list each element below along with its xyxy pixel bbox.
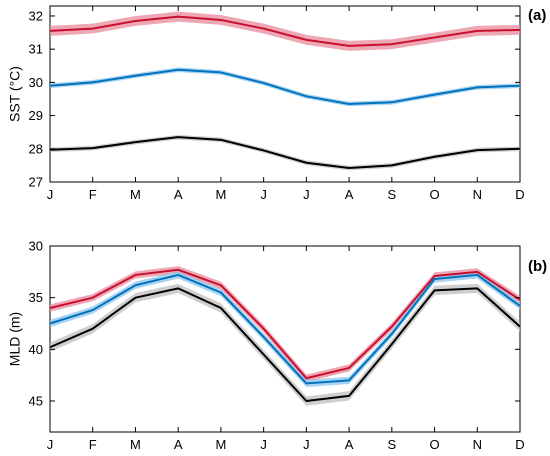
panel-b: J F M A M J J A S O N D 30 35 40 45 MLD (m) (b) bbox=[7, 239, 547, 453]
y-tick-label: 30 bbox=[29, 75, 43, 90]
plot-frame-b bbox=[49, 245, 521, 433]
x-tick-label: J bbox=[303, 437, 310, 452]
x-tick-label: M bbox=[130, 437, 141, 452]
x-tick-label: S bbox=[387, 187, 396, 202]
y-tick-label: 40 bbox=[29, 342, 43, 357]
y-tick-label: 30 bbox=[29, 239, 43, 254]
y-tick-label: 28 bbox=[29, 141, 43, 156]
series-line bbox=[49, 273, 521, 385]
y-tick-label: 31 bbox=[29, 42, 43, 57]
confidence-band bbox=[50, 134, 520, 171]
y-axis-label-a: SST (°C) bbox=[7, 66, 23, 122]
y-tick-label: 32 bbox=[29, 8, 43, 23]
y-ticks-b: 30 35 40 45 bbox=[29, 239, 520, 409]
plot-frame-a bbox=[49, 5, 521, 183]
y-ticks-a: 27 28 29 30 31 32 bbox=[29, 8, 520, 190]
x-tick-label: M bbox=[215, 437, 226, 452]
x-tick-label: N bbox=[473, 437, 482, 452]
series-line bbox=[49, 15, 521, 47]
panel-a: J F M A M J J A S O N D 27 28 29 30 31 32 SST (°C) (a) bbox=[7, 5, 546, 202]
x-tick-label: A bbox=[345, 437, 354, 452]
confidence-bands-b bbox=[50, 266, 520, 406]
x-tick-label: A bbox=[174, 437, 183, 452]
y-tick-label: 35 bbox=[29, 290, 43, 305]
y-tick-label: 27 bbox=[29, 175, 43, 190]
x-tick-label: J bbox=[303, 187, 310, 202]
series-line bbox=[49, 68, 521, 105]
x-tick-label: M bbox=[130, 187, 141, 202]
x-tick-label: D bbox=[515, 437, 524, 452]
x-tick-label: J bbox=[47, 187, 54, 202]
confidence-band bbox=[50, 11, 520, 51]
series-line bbox=[49, 136, 521, 170]
x-tick-label: J bbox=[260, 187, 267, 202]
series-line bbox=[49, 268, 521, 380]
x-tick-label: A bbox=[174, 187, 183, 202]
confidence-band bbox=[50, 67, 520, 107]
x-tick-label: D bbox=[515, 187, 524, 202]
x-tick-label: O bbox=[429, 437, 439, 452]
x-tick-label: F bbox=[89, 187, 97, 202]
series-lines-b bbox=[49, 268, 521, 402]
x-tick-label: S bbox=[387, 437, 396, 452]
x-tick-label: N bbox=[473, 187, 482, 202]
series-line bbox=[49, 287, 521, 402]
y-tick-label: 29 bbox=[29, 108, 43, 123]
panel-label-b: (b) bbox=[528, 258, 547, 275]
confidence-bands-a bbox=[50, 11, 520, 171]
x-tick-label: A bbox=[345, 187, 354, 202]
x-tick-label: J bbox=[47, 437, 54, 452]
x-tick-label: J bbox=[260, 437, 267, 452]
series-lines-a bbox=[49, 15, 521, 170]
x-tick-label: M bbox=[215, 187, 226, 202]
y-axis-label-b: MLD (m) bbox=[7, 312, 23, 366]
confidence-band bbox=[50, 283, 520, 406]
x-tick-label: O bbox=[429, 187, 439, 202]
x-tick-label: F bbox=[89, 437, 97, 452]
panel-label-a: (a) bbox=[528, 7, 546, 24]
y-tick-label: 45 bbox=[29, 394, 43, 409]
